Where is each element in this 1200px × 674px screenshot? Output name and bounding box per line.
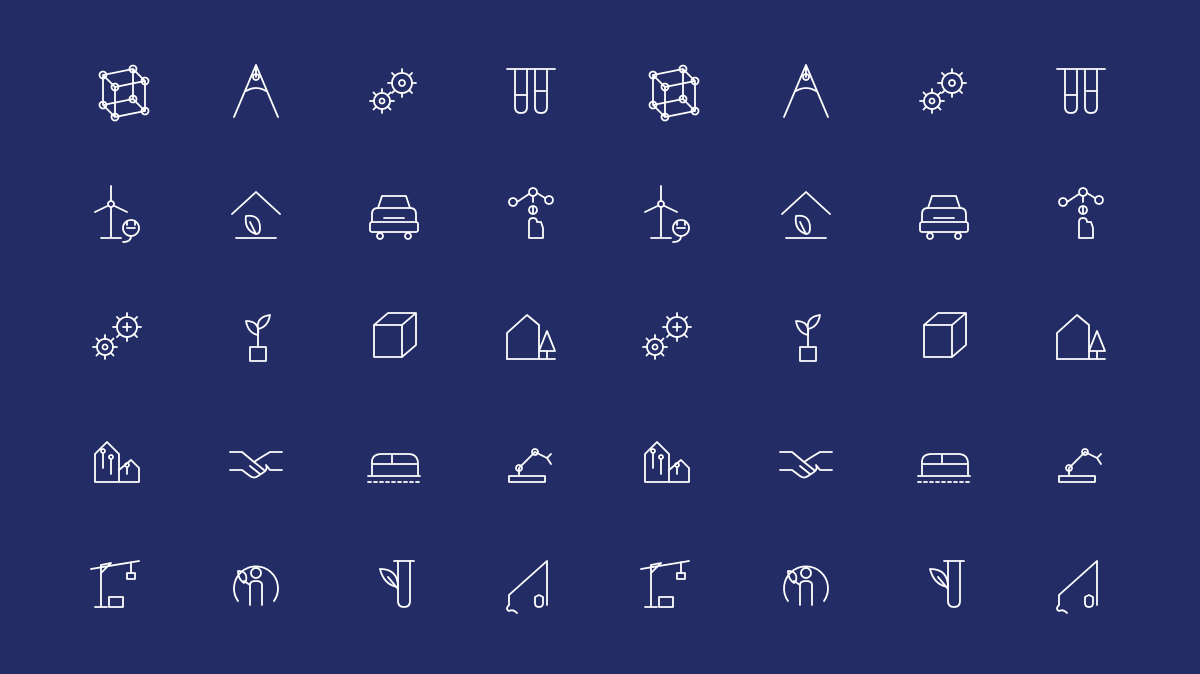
medical-gears-icon — [600, 276, 738, 399]
house-tree-icon — [463, 276, 601, 399]
slope-shield-icon — [1013, 521, 1151, 644]
handshake-icon — [738, 398, 876, 521]
touch-network-icon — [463, 153, 601, 276]
eco-house-icon — [188, 153, 326, 276]
compass-icon — [738, 30, 876, 153]
train-icon — [875, 398, 1013, 521]
wind-turbine-plug-icon — [600, 153, 738, 276]
person-leaf-circle-icon — [738, 521, 876, 644]
crane-icon — [600, 521, 738, 644]
test-tubes-icon — [1013, 30, 1151, 153]
house-tree-icon — [1013, 276, 1151, 399]
test-tubes-icon — [463, 30, 601, 153]
gears-icon — [325, 30, 463, 153]
person-leaf-circle-icon — [188, 521, 326, 644]
molecule-cube-icon — [50, 30, 188, 153]
eco-house-icon — [738, 153, 876, 276]
smart-city-icon — [600, 398, 738, 521]
leaf-tube-icon — [875, 521, 1013, 644]
smart-city-icon — [50, 398, 188, 521]
handshake-icon — [188, 398, 326, 521]
compass-icon — [188, 30, 326, 153]
train-icon — [325, 398, 463, 521]
touch-network-icon — [1013, 153, 1151, 276]
cube-3d-icon — [875, 276, 1013, 399]
crane-icon — [50, 521, 188, 644]
wind-turbine-plug-icon — [50, 153, 188, 276]
plant-box-icon — [188, 276, 326, 399]
leaf-tube-icon — [325, 521, 463, 644]
molecule-cube-icon — [600, 30, 738, 153]
gears-icon — [875, 30, 1013, 153]
cube-3d-icon — [325, 276, 463, 399]
medical-gears-icon — [50, 276, 188, 399]
car-icon — [325, 153, 463, 276]
robot-arm-icon — [1013, 398, 1151, 521]
slope-shield-icon — [463, 521, 601, 644]
robot-arm-icon — [463, 398, 601, 521]
car-icon — [875, 153, 1013, 276]
plant-box-icon — [738, 276, 876, 399]
